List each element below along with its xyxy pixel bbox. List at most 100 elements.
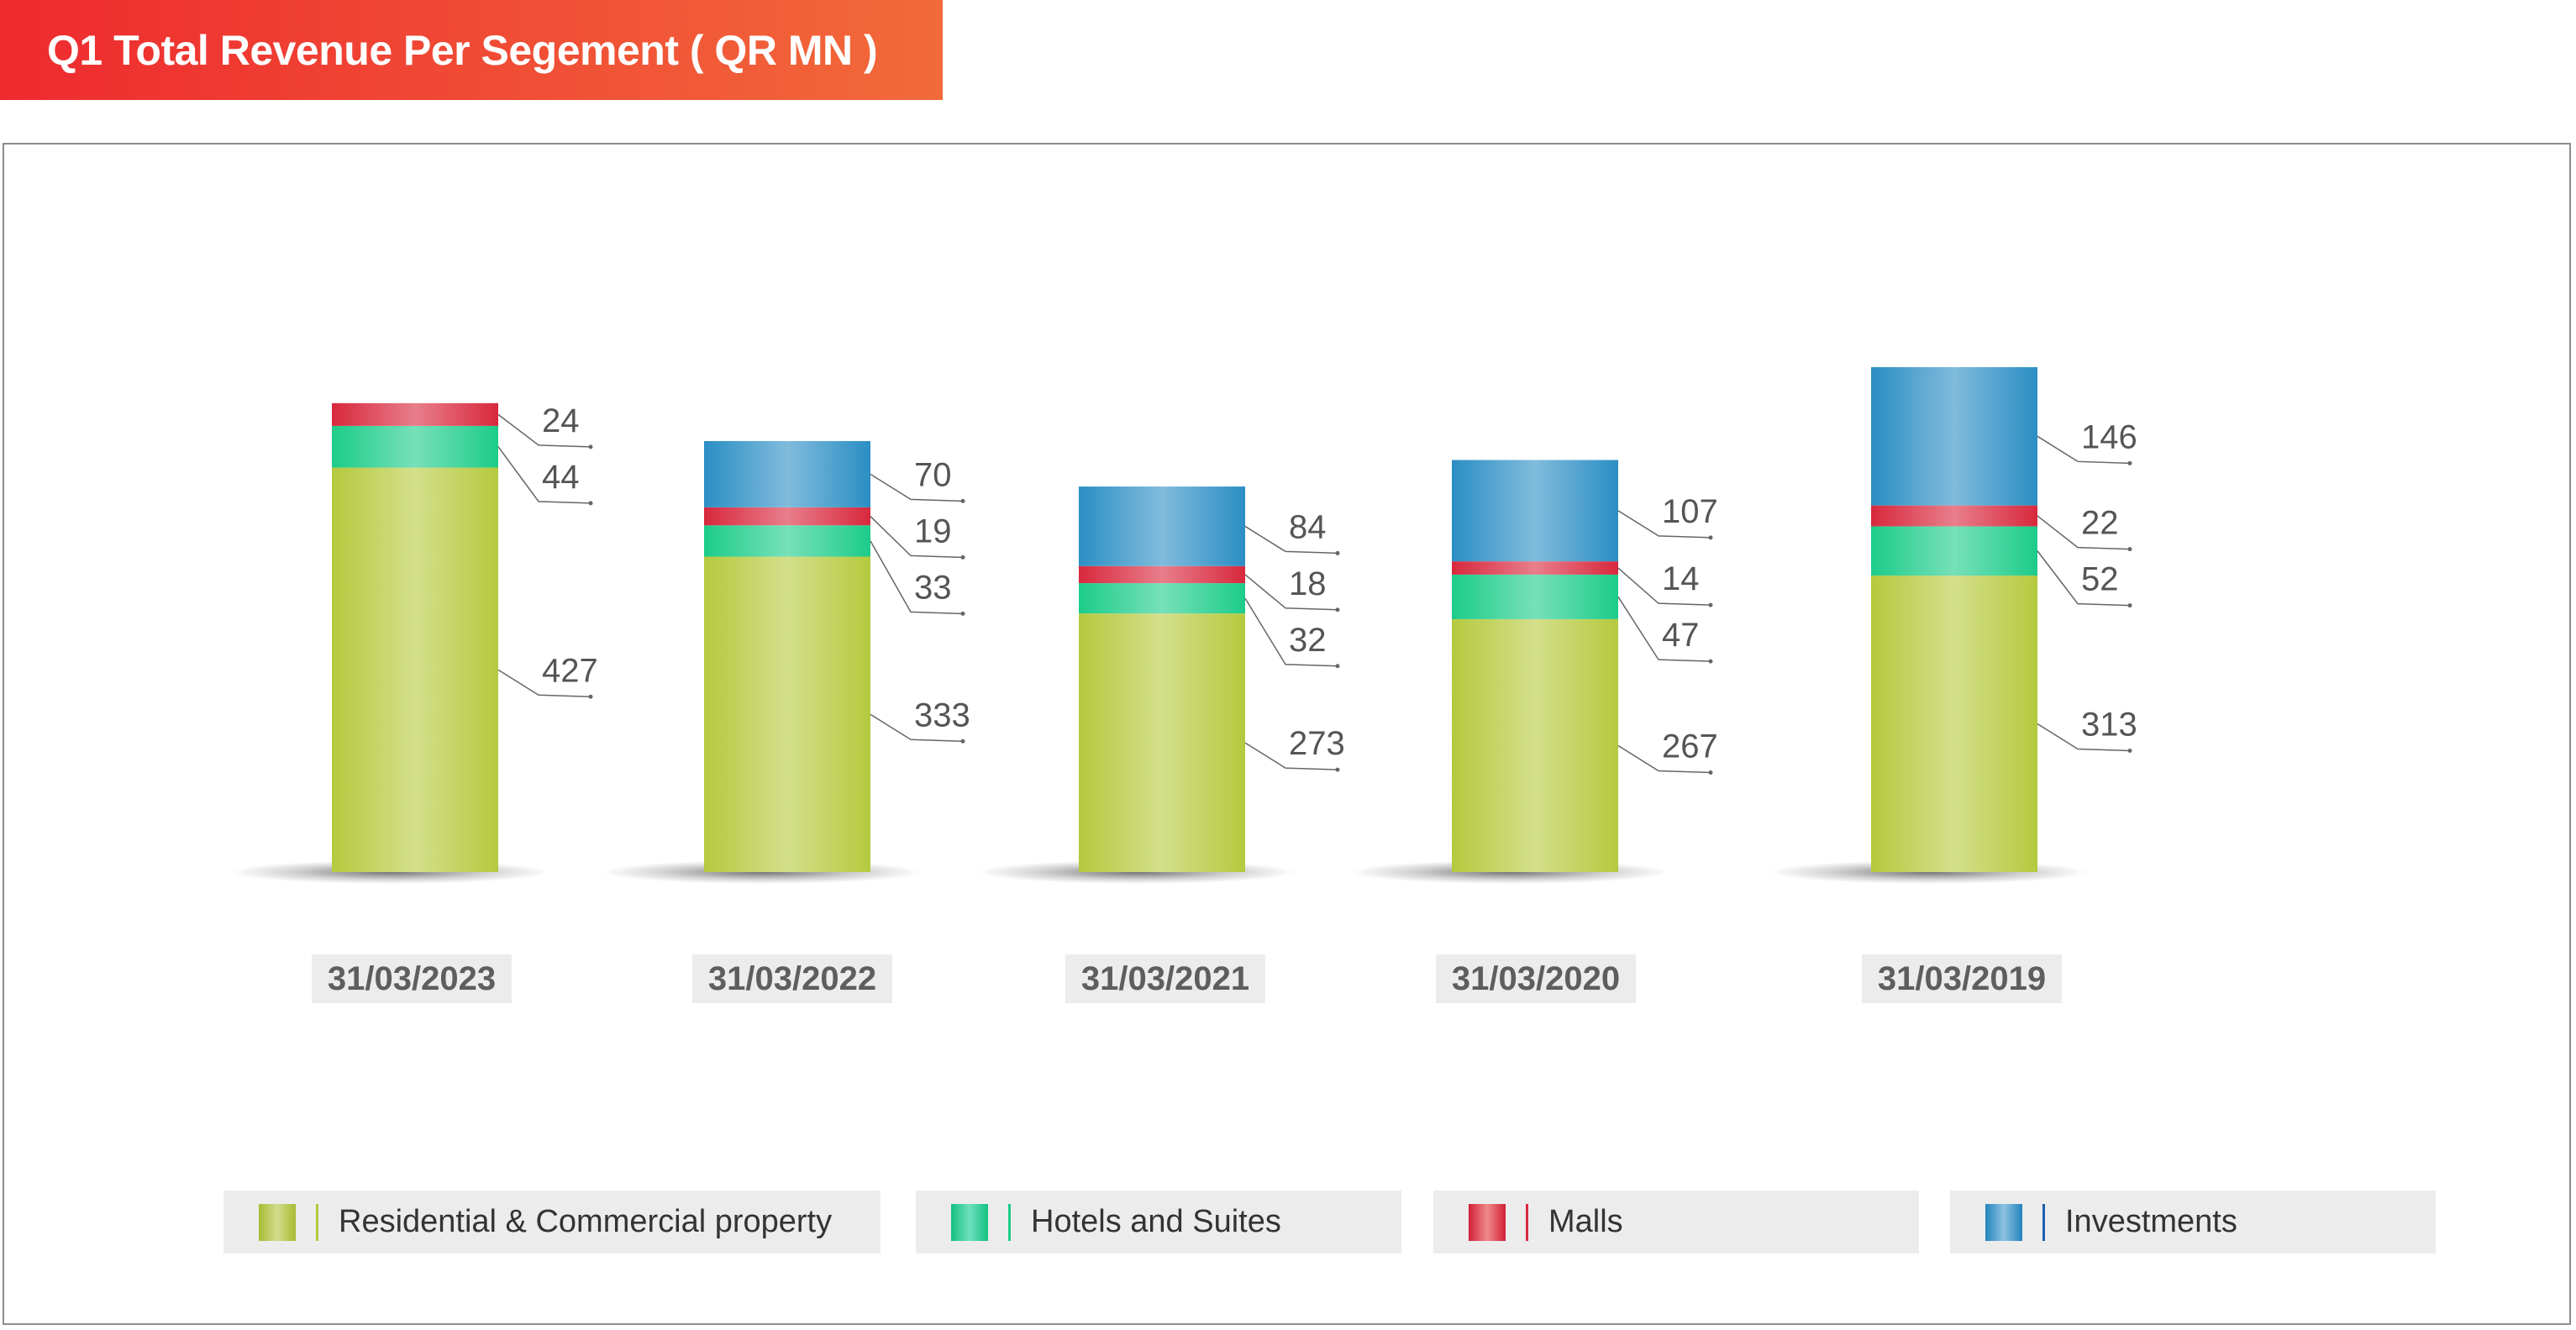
data-label-hotels: 47 bbox=[1662, 617, 1700, 654]
x-tick-label: 31/03/2022 bbox=[692, 954, 892, 1003]
legend-item-hotels: Hotels and Suites bbox=[916, 1191, 1401, 1254]
callout-line bbox=[497, 669, 591, 698]
callout-dot bbox=[960, 611, 965, 616]
legend-label-residential: Residential & Commercial property bbox=[339, 1204, 833, 1239]
x-tick-label: 31/03/2020 bbox=[1436, 954, 1636, 1003]
callout-dot bbox=[588, 501, 593, 506]
data-label-malls: 19 bbox=[914, 513, 952, 549]
bar-investments bbox=[704, 440, 870, 507]
data-label-residential: 333 bbox=[914, 697, 970, 733]
legend-label-malls: Malls bbox=[1548, 1204, 1623, 1239]
data-label-hotels: 52 bbox=[2081, 561, 2119, 598]
callout-line bbox=[2037, 550, 2131, 607]
bar-malls bbox=[1871, 505, 2037, 527]
callout-line bbox=[870, 540, 964, 615]
callout-dot bbox=[1708, 770, 1713, 775]
chart-title-banner: Q1 Total Revenue Per Segement ( QR MN ) bbox=[0, 0, 943, 100]
bar-investments bbox=[1871, 367, 2037, 506]
callout-dot bbox=[588, 444, 593, 449]
callout-dot bbox=[960, 739, 965, 744]
callout-dot bbox=[1335, 607, 1340, 612]
callout-line bbox=[1617, 597, 1711, 662]
legend-separator bbox=[316, 1203, 318, 1241]
bar-hotels bbox=[1079, 583, 1245, 614]
data-label-hotels: 33 bbox=[914, 569, 952, 606]
callout-line bbox=[870, 516, 964, 559]
callout-dot bbox=[1335, 550, 1340, 555]
data-label-malls: 24 bbox=[542, 402, 580, 439]
bar-malls bbox=[1079, 565, 1245, 584]
callout-line bbox=[1617, 567, 1711, 606]
callout-dot bbox=[2127, 547, 2132, 552]
x-tick-label: 31/03/2021 bbox=[1065, 954, 1265, 1003]
data-label-hotels: 44 bbox=[542, 459, 580, 496]
data-label-investments: 84 bbox=[1289, 508, 1327, 545]
bar-residential bbox=[704, 556, 870, 872]
data-label-investments: 107 bbox=[1662, 493, 1718, 530]
callout-dot bbox=[2127, 460, 2132, 465]
data-label-malls: 18 bbox=[1289, 565, 1327, 602]
callout-line bbox=[870, 473, 964, 502]
callout-line bbox=[497, 446, 591, 504]
callout-dot bbox=[1335, 767, 1340, 772]
callout-dot bbox=[960, 498, 965, 503]
bar-investments bbox=[1079, 486, 1245, 566]
data-label-residential: 313 bbox=[2081, 707, 2137, 744]
callout-line bbox=[1244, 742, 1338, 770]
legend-swatch-investments bbox=[1985, 1203, 2022, 1241]
legend-label-investments: Investments bbox=[2065, 1204, 2237, 1239]
legend-item-investments: Investments bbox=[1950, 1191, 2436, 1254]
bar-malls bbox=[332, 402, 498, 426]
callout-dot bbox=[2127, 749, 2132, 754]
data-label-investments: 146 bbox=[2081, 418, 2137, 455]
bar-residential bbox=[1452, 618, 1618, 872]
callout-line bbox=[1244, 597, 1338, 667]
callout-line bbox=[1244, 574, 1338, 611]
legend-separator bbox=[1008, 1203, 1011, 1241]
data-label-malls: 14 bbox=[1662, 560, 1700, 597]
bar-hotels bbox=[1871, 526, 2037, 576]
bar-hotels bbox=[1452, 574, 1618, 619]
bar-residential bbox=[1079, 613, 1245, 872]
data-label-hotels: 32 bbox=[1289, 622, 1327, 659]
data-label-residential: 267 bbox=[1662, 728, 1718, 765]
callout-line bbox=[870, 713, 964, 743]
legend-item-malls: Malls bbox=[1433, 1191, 1919, 1254]
callout-line bbox=[1617, 510, 1711, 539]
bar-malls bbox=[704, 507, 870, 526]
callout-dot bbox=[588, 694, 593, 699]
bar-hotels bbox=[704, 525, 870, 557]
legend-separator bbox=[2042, 1203, 2045, 1241]
legend-swatch-malls bbox=[1469, 1203, 1506, 1241]
callout-dot bbox=[960, 555, 965, 560]
callout-line bbox=[2037, 723, 2131, 752]
bar-hotels bbox=[332, 425, 498, 468]
data-label-malls: 22 bbox=[2081, 505, 2119, 542]
legend-swatch-hotels bbox=[951, 1203, 988, 1241]
bar-malls bbox=[1452, 561, 1618, 575]
legend-separator bbox=[1526, 1203, 1528, 1241]
callout-line bbox=[2037, 435, 2131, 465]
legend-item-residential: Residential & Commercial property bbox=[223, 1191, 881, 1254]
legend-label-hotels: Hotels and Suites bbox=[1031, 1204, 1281, 1239]
callout-line bbox=[1617, 744, 1711, 774]
x-tick-label: 31/03/2023 bbox=[312, 954, 512, 1003]
x-tick-label: 31/03/2019 bbox=[1862, 954, 2062, 1003]
callout-line bbox=[2037, 515, 2131, 550]
callout-line bbox=[497, 413, 591, 448]
callout-dot bbox=[1708, 535, 1713, 540]
bar-residential bbox=[332, 467, 498, 872]
callout-dot bbox=[2127, 603, 2132, 608]
bar-investments bbox=[1452, 460, 1618, 562]
chart-frame bbox=[3, 143, 2571, 1325]
callout-dot bbox=[1708, 602, 1713, 607]
chart-title: Q1 Total Revenue Per Segement ( QR MN ) bbox=[47, 26, 878, 74]
legend-swatch-residential bbox=[259, 1203, 296, 1241]
data-label-residential: 273 bbox=[1289, 725, 1345, 762]
callout-dot bbox=[1708, 659, 1713, 664]
callout-dot bbox=[1335, 664, 1340, 669]
bar-residential bbox=[1871, 576, 2037, 872]
data-label-residential: 427 bbox=[542, 652, 598, 689]
data-label-investments: 70 bbox=[914, 456, 952, 493]
